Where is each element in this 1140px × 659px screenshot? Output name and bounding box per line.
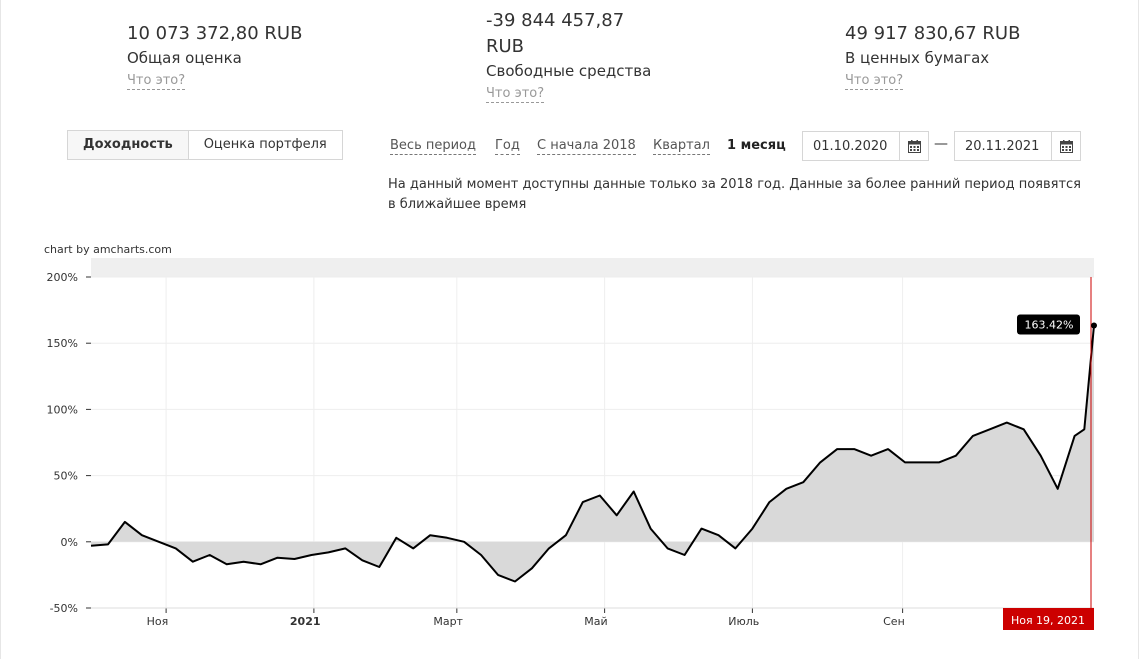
y-tick-label: -50% (50, 602, 78, 615)
free-label: Свободные средства (486, 62, 652, 80)
date-from-value[interactable]: 01.10.2020 (813, 138, 888, 154)
last-value-marker: 163.42% (1017, 314, 1097, 335)
chart-scrollbar[interactable] (91, 258, 1094, 277)
last-value-label: 163.42% (1025, 318, 1074, 331)
total-value: 10 073 372,80 RUB (127, 23, 303, 44)
tab-portfolio-value[interactable]: Оценка портфеля (187, 131, 342, 159)
date-from-field[interactable]: 01.10.2020 (802, 131, 929, 161)
period-quarter[interactable]: Квартал (653, 138, 710, 155)
yield-chart: chart by amcharts.com 200% 150% 100% 50% 0% -… (44, 243, 1097, 630)
left-frame-border (0, 0, 1, 659)
y-tick-label: 50% (54, 470, 78, 483)
last-point-dot (1091, 322, 1097, 329)
summary-free-funds: -39 844 457,87 RUB Свободные средства Чт… (486, 8, 651, 103)
period-month[interactable]: 1 месяц (727, 138, 786, 153)
free-value-amount: -39 844 457,87 (486, 10, 625, 31)
securities-label: В ценных бумагах (845, 49, 990, 67)
x-tick-label: Ноя (147, 615, 169, 628)
securities-help-link[interactable]: Что это? (845, 73, 904, 90)
summary-total: 10 073 372,80 RUB Общая оценка Что это? (127, 21, 302, 90)
summary-securities: 49 917 830,67 RUB В ценных бумагах Что э… (845, 21, 1020, 90)
series-line (90, 325, 1095, 583)
cursor-label: Ноя 19, 2021 (1011, 614, 1085, 627)
period-all[interactable]: Весь период (390, 138, 476, 155)
chart-credit[interactable]: chart by amcharts.com (44, 243, 172, 256)
right-frame-border (1138, 0, 1139, 659)
y-tick-label: 0% (61, 536, 78, 549)
free-value-currency: RUB (486, 36, 525, 57)
x-tick-label: Март (433, 615, 463, 628)
total-label: Общая оценка (127, 49, 242, 67)
total-help-link[interactable]: Что это? (127, 73, 186, 90)
last-value-badge (1017, 314, 1080, 335)
x-tick-label: 2021 (290, 615, 321, 628)
x-axis: Ноя 2021 Март Май Июль Сен (91, 607, 1094, 628)
y-tick-label: 200% (47, 271, 78, 284)
tab-yield[interactable]: Доходность (68, 131, 188, 159)
calendar-icon[interactable] (899, 132, 928, 160)
y-tick-label: 150% (47, 337, 78, 350)
date-to-value[interactable]: 20.11.2021 (965, 138, 1040, 154)
chart-mode-tabs: Доходность Оценка портфеля (67, 130, 343, 160)
y-axis: 200% 150% 100% 50% 0% -50% (47, 271, 91, 615)
cursor-label-bg (1003, 608, 1094, 630)
y-tick-label: 100% (47, 403, 78, 416)
x-tick-label: Сен (883, 615, 905, 628)
date-range-separator: — (934, 136, 948, 152)
series-area (91, 325, 1094, 582)
date-to-field[interactable]: 20.11.2021 (954, 131, 1081, 161)
x-tick-label: Май (584, 615, 607, 628)
securities-value: 49 917 830,67 RUB (845, 23, 1021, 44)
x-tick-label: Июль (728, 615, 759, 628)
period-year[interactable]: Год (495, 138, 520, 155)
data-availability-notice: На данный момент доступны данные только … (388, 177, 1081, 212)
period-since-2018[interactable]: С начала 2018 (537, 138, 636, 155)
free-help-link[interactable]: Что это? (486, 86, 545, 103)
calendar-icon[interactable] (1051, 132, 1080, 160)
